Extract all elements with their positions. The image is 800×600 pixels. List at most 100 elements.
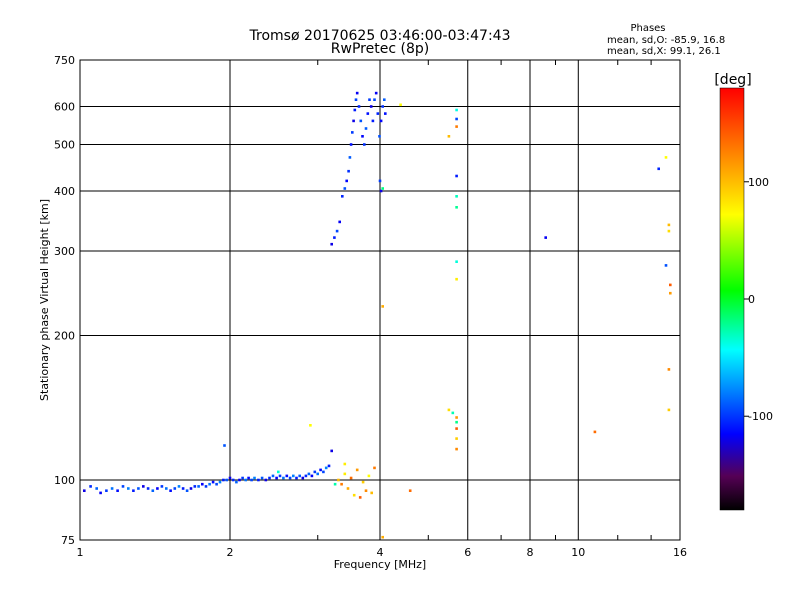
data-point (455, 260, 458, 263)
data-point (455, 206, 458, 209)
data-point (301, 476, 305, 480)
data-point (455, 447, 458, 451)
data-point (376, 112, 380, 115)
data-point (374, 91, 378, 95)
data-point (127, 487, 130, 490)
data-point (335, 229, 339, 233)
y-tick-label: 600 (54, 101, 75, 114)
data-point (238, 478, 241, 482)
data-point (667, 223, 671, 227)
data-point (185, 489, 189, 492)
data-point (304, 474, 308, 478)
data-point (146, 487, 150, 490)
data-point (201, 482, 204, 486)
data-point (165, 487, 168, 490)
data-point (340, 482, 343, 486)
data-point (358, 496, 362, 499)
data-point (343, 187, 347, 190)
data-point (657, 167, 660, 171)
data-point (669, 283, 672, 287)
x-tick-label: 2 (227, 546, 234, 559)
data-point (373, 98, 376, 101)
data-point (455, 427, 458, 430)
data-point (455, 174, 458, 178)
data-point (347, 169, 350, 173)
data-point (349, 476, 353, 480)
data-point (173, 487, 177, 490)
data-point (455, 420, 458, 424)
y-axis: 75 100 200 300 400 500 600 750 (54, 54, 75, 547)
data-point (451, 411, 455, 415)
data-point (307, 472, 311, 476)
data-point (99, 491, 102, 495)
colorbar (719, 87, 745, 511)
colorbar-tick-label: 0 (748, 293, 755, 306)
data-point (593, 430, 597, 434)
y-tick-label: 500 (54, 139, 75, 152)
data-point (156, 487, 159, 490)
x-tick-label: 6 (464, 546, 471, 559)
data-point (142, 485, 145, 488)
data-point (277, 470, 280, 474)
data-point (348, 156, 352, 159)
grid-lines (80, 60, 680, 540)
data-point (361, 480, 365, 484)
data-point (455, 195, 458, 198)
chart-subtitle: RwPretec (8p) (331, 41, 429, 57)
data-point (260, 476, 264, 480)
data-point (378, 135, 381, 138)
data-point (455, 125, 458, 128)
data-point (383, 98, 386, 101)
data-point (253, 476, 256, 480)
data-point (359, 119, 363, 123)
data-point (218, 480, 222, 484)
data-point (353, 108, 357, 112)
data-point (381, 105, 384, 108)
data-point (379, 189, 383, 193)
data-point (282, 476, 285, 480)
data-point (667, 368, 671, 371)
data-point (327, 464, 331, 468)
data-point (345, 179, 348, 183)
data-point (447, 408, 451, 412)
data-point (343, 472, 347, 476)
data-point (364, 489, 368, 492)
data-point (341, 195, 344, 198)
data-point (455, 108, 458, 112)
data-point (105, 489, 108, 492)
data-point (244, 478, 247, 482)
data-point (447, 135, 451, 138)
data-point (379, 119, 383, 123)
data-point (313, 470, 317, 474)
x-tick-label: 16 (673, 546, 687, 559)
data-point (137, 487, 140, 490)
data-point (295, 476, 298, 480)
y-axis-label: Stationary phase Virtual Height [km] (38, 199, 51, 401)
data-point (664, 264, 668, 267)
data-point (544, 236, 547, 239)
colorbar-tick-label: 100 (748, 176, 769, 189)
stats-o-mode: mean, sd,O: -85.9, 16.8 (607, 35, 725, 46)
data-point (288, 476, 292, 480)
data-point (177, 485, 181, 488)
data-point (368, 98, 371, 101)
data-point (330, 449, 333, 453)
data-point (275, 476, 278, 480)
stats-heading: Phases (630, 23, 665, 34)
data-points (83, 91, 672, 539)
data-point (215, 482, 218, 486)
x-tick-label: 8 (527, 546, 534, 559)
data-point (132, 489, 135, 492)
data-point (110, 487, 114, 490)
data-point (169, 489, 172, 492)
data-point (408, 489, 412, 492)
data-point (455, 277, 458, 281)
data-point (151, 489, 155, 492)
colorbar-title: [deg] (714, 72, 751, 88)
data-point (333, 482, 337, 486)
data-point (324, 466, 328, 470)
data-point (278, 474, 282, 478)
data-point (225, 478, 228, 482)
data-point (352, 119, 355, 123)
data-point (193, 485, 197, 488)
